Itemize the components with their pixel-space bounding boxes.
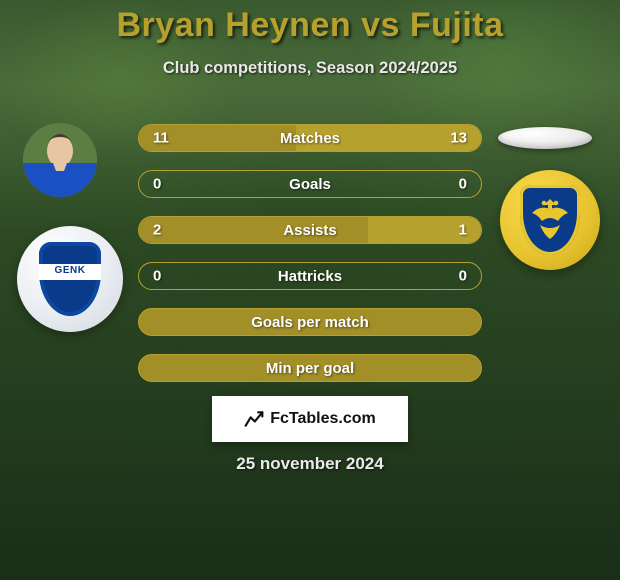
stat-value-right: 0 — [459, 176, 467, 193]
club-left-crest: GENK — [39, 242, 101, 316]
page-title: Bryan Heynen vs Fujita — [0, 6, 620, 45]
stat-rows: 11 13 Matches 0 0 Goals 2 1 Assists 0 0 Hattricks Go… — [138, 124, 482, 400]
stat-value-right: 13 — [450, 130, 467, 147]
stat-value-right: 1 — [459, 222, 467, 239]
stat-label: Hattricks — [278, 268, 342, 285]
stat-label: Matches — [280, 130, 340, 147]
player-right-placeholder — [498, 127, 592, 149]
player-left-avatar — [23, 123, 97, 197]
stat-row: 2 1 Assists — [138, 216, 482, 244]
stat-row: 0 0 Goals — [138, 170, 482, 198]
attribution-text: FcTables.com — [270, 410, 376, 428]
avatar-illustration — [23, 123, 97, 197]
stat-row: 0 0 Hattricks — [138, 262, 482, 290]
club-left-label: GENK — [39, 265, 101, 276]
stat-label: Goals — [289, 176, 331, 193]
club-right-crest — [520, 185, 580, 255]
club-right-badge — [500, 170, 600, 270]
stat-value-right: 0 — [459, 268, 467, 285]
stat-value-left: 0 — [153, 176, 161, 193]
stat-label: Goals per match — [251, 314, 369, 331]
content-wrap: Bryan Heynen vs Fujita Club competitions… — [0, 0, 620, 580]
attribution-badge: FcTables.com — [212, 396, 408, 442]
stat-label: Assists — [283, 222, 336, 239]
stat-value-left: 11 — [153, 130, 169, 147]
stat-label: Min per goal — [266, 360, 354, 377]
eagle-icon — [520, 185, 580, 255]
stat-row: Min per goal — [138, 354, 482, 382]
stat-value-left: 0 — [153, 268, 161, 285]
stat-value-left: 2 — [153, 222, 161, 239]
date-text: 25 november 2024 — [0, 454, 620, 474]
fctables-icon — [244, 409, 264, 429]
subtitle: Club competitions, Season 2024/2025 — [0, 59, 620, 78]
club-left-badge: GENK — [17, 226, 123, 332]
stat-row: Goals per match — [138, 308, 482, 336]
stat-row: 11 13 Matches — [138, 124, 482, 152]
